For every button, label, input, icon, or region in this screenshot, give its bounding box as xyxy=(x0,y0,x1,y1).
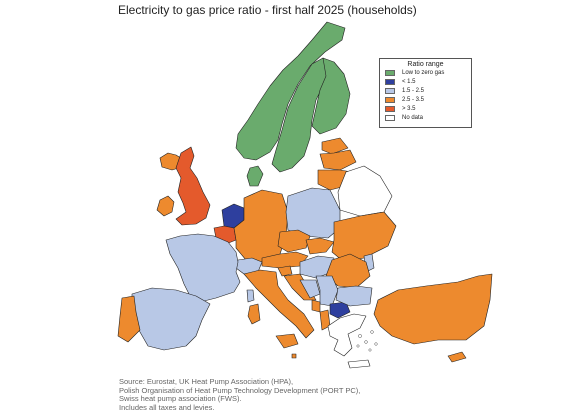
region-corsica xyxy=(246,289,255,303)
region-slovenia xyxy=(277,265,293,277)
region-bulgaria xyxy=(335,285,373,307)
region-turkey xyxy=(373,273,493,345)
legend-title: Ratio range xyxy=(407,61,444,68)
region-italy xyxy=(243,269,315,339)
source-note: Source: Eurostat, UK Heat Pump Associati… xyxy=(119,377,361,412)
region-czechia xyxy=(277,229,311,253)
legend-item-blue: < 1.5 xyxy=(385,78,471,86)
region-finland xyxy=(311,57,351,135)
region-malta xyxy=(291,353,297,359)
legend-item-green: Low to zero gas xyxy=(385,69,471,77)
legend-label: < 1.5 xyxy=(402,79,416,85)
legend-label: 1.5 - 2.5 xyxy=(402,88,425,94)
region-united-kingdom xyxy=(175,146,211,226)
region-france xyxy=(165,233,241,303)
region-latvia xyxy=(319,149,357,171)
region-ireland xyxy=(156,195,175,217)
region-estonia xyxy=(321,137,349,155)
region-germany xyxy=(233,189,289,263)
legend-label: 2.5 - 3.5 xyxy=(402,97,425,103)
source-line: Includes all taxes and levies. xyxy=(119,402,215,412)
aegean-island xyxy=(356,344,360,348)
legend-item-white: No data xyxy=(385,114,471,122)
source-line: Polish Organisation of Heat Pump Technol… xyxy=(119,385,361,395)
legend-swatch xyxy=(385,97,395,103)
source-line: Source: Eurostat, UK Heat Pump Associati… xyxy=(119,377,294,386)
legend-item-lightblue: 1.5 - 2.5 xyxy=(385,87,471,95)
region-sicily xyxy=(275,333,299,349)
source-line: Swiss heat pump association (FWS). xyxy=(119,394,242,403)
legend-label: No data xyxy=(402,115,424,121)
region-belarus xyxy=(337,165,393,217)
legend-label: > 3.5 xyxy=(402,106,416,112)
legend-swatch xyxy=(385,79,395,85)
aegean-island xyxy=(364,340,368,344)
legend-label: Low to zero gas xyxy=(402,70,445,76)
aegean-island xyxy=(370,330,374,334)
region-slovakia xyxy=(305,237,335,255)
region-crete xyxy=(347,359,371,369)
region-denmark xyxy=(246,165,264,187)
region-cyprus xyxy=(447,351,467,363)
region-portugal xyxy=(117,295,141,343)
map-title: Electricity to gas price ratio - first h… xyxy=(118,3,417,17)
aegean-island xyxy=(374,342,378,346)
aegean-island xyxy=(358,334,362,338)
region-spain xyxy=(131,287,211,351)
region-sardinia xyxy=(247,303,261,325)
legend-swatch xyxy=(385,106,395,112)
legend-item-orange: 2.5 - 3.5 xyxy=(385,96,471,104)
region-norway xyxy=(235,21,346,161)
legend-swatch xyxy=(385,115,395,121)
legend-swatch xyxy=(385,88,395,94)
region-montenegro xyxy=(311,299,321,313)
region-greece xyxy=(327,313,367,357)
legend-item-red: > 3.5 xyxy=(385,105,471,113)
region-ukraine xyxy=(331,211,397,263)
legend: Ratio range Low to zero gas < 1.5 1.5 - … xyxy=(379,58,472,128)
legend-swatch xyxy=(385,70,395,76)
aegean-island xyxy=(368,348,372,352)
